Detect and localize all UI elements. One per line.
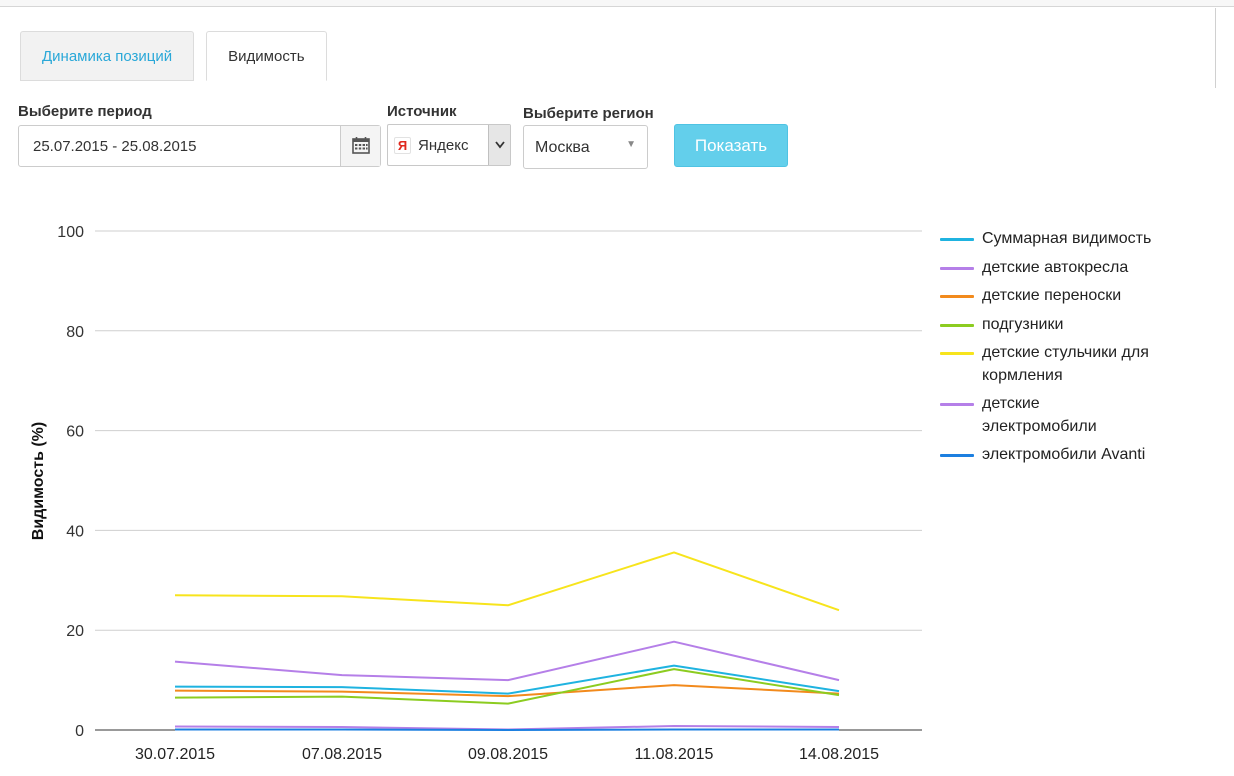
legend-label: детские переноски [982,287,1122,304]
legend-label: электромобили Avanti [982,446,1146,463]
legend-label: Суммарная видимость [982,230,1152,247]
period-value: 25.07.2015 - 25.08.2015 [33,138,197,155]
series-line [174,668,840,705]
legend-item[interactable]: детские стульчики для кормления [940,342,1155,387]
series-line [174,640,840,682]
series-line [174,684,840,698]
source-label: Источник [387,103,457,120]
region-label: Выберите регион [523,105,654,122]
y-tick-label: 60 [66,424,84,441]
tab-position-dynamics[interactable]: Динамика позиций [20,31,195,81]
legend-item[interactable]: подгузники [940,314,1155,337]
legend-swatch [940,323,974,327]
y-tick-label: 20 [66,623,84,640]
legend-label: подгузники [982,315,1064,333]
legend-item[interactable]: детские автокресла [940,257,1155,280]
source-value: Яндекс [418,137,469,154]
visibility-line-chart: 0 20 40 60 80 100 30.07.2015 07.08.2015 09.08.20… [30,224,922,763]
calendar-button[interactable] [340,126,380,166]
x-tick-label: 11.08.2015 [635,746,714,763]
region-select[interactable]: Москва ▼ [523,125,648,169]
legend-swatch [940,403,974,406]
series-line [174,551,840,612]
x-tick-label: 09.08.2015 [468,746,548,763]
chevron-down-icon [495,141,505,149]
series-line [174,664,840,695]
divider [1215,8,1216,88]
legend-swatch [940,295,974,298]
x-tick-label: 14.08.2015 [799,746,879,763]
legend-item[interactable]: Суммарная видимость [940,228,1155,251]
y-axis-label: Видимость (%) [30,422,47,540]
y-tick-label: 80 [66,324,84,341]
legend-swatch [940,454,974,457]
legend-label: детские стульчики для кормления [982,344,1149,384]
legend-swatch [940,352,974,355]
y-tick-label: 40 [66,523,84,540]
period-label: Выберите период [18,103,152,120]
tab-bar: Динамика позиций Видимость [20,31,339,81]
y-tick-label: 100 [57,224,84,241]
legend-label: детские электромобили [982,395,1097,435]
browser-top-strip [0,0,1234,7]
x-tick-label: 07.08.2015 [302,746,382,763]
x-tick-label: 30.07.2015 [135,746,215,763]
caret-down-icon: ▼ [626,139,636,150]
legend-item[interactable]: электромобили Avanti [940,444,1155,467]
yandex-icon: Я [394,137,411,154]
chart-legend: Суммарная видимость детские автокресла дет… [940,228,1155,473]
tab-visibility[interactable]: Видимость [206,31,327,81]
source-dropdown-button[interactable] [488,125,510,165]
period-input[interactable]: 25.07.2015 - 25.08.2015 [18,125,381,167]
legend-item[interactable]: детские переноски [940,285,1155,308]
series-line [175,728,839,731]
region-value: Москва [535,139,590,156]
legend-swatch [940,266,974,270]
legend-label: детские автокресла [982,258,1129,276]
legend-item[interactable]: детские электромобили [940,393,1155,438]
show-button[interactable]: Показать [674,124,788,167]
legend-swatch [940,238,974,241]
source-select[interactable]: Я Яндекс [387,124,511,166]
calendar-icon [352,137,370,154]
y-tick-label: 0 [75,723,84,740]
